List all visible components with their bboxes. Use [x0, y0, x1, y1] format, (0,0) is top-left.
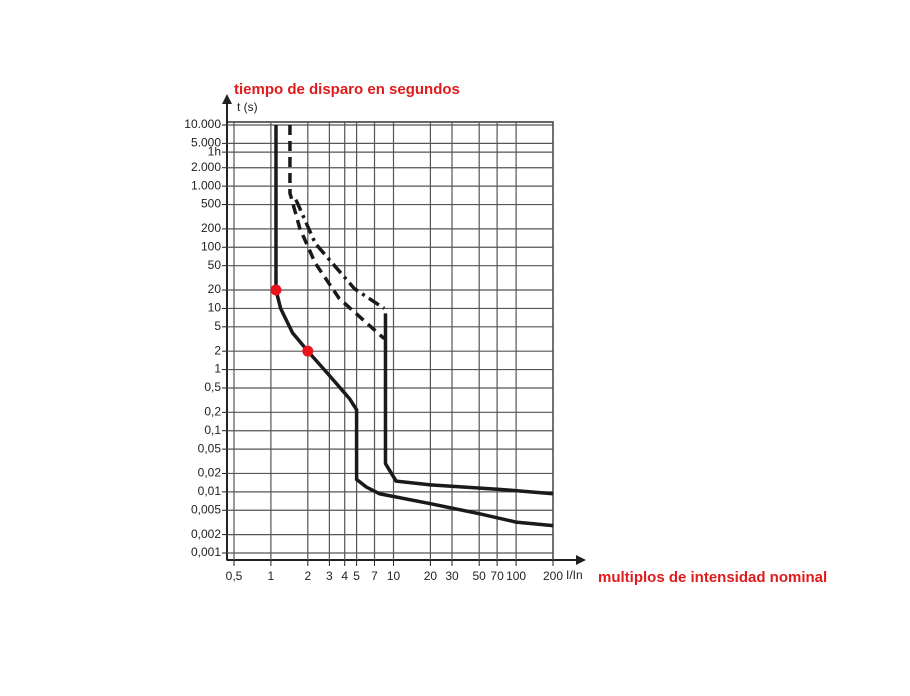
y-tick-label: 1 [214, 362, 221, 376]
x-annotation: multiplos de intensidad nominal [598, 569, 827, 586]
y-arrow [222, 94, 232, 104]
x-tick-label: 2 [304, 569, 311, 583]
y-tick-label: 0,001 [191, 545, 221, 559]
y-tick-label: 0,5 [204, 380, 221, 394]
x-tick-label: 1 [268, 569, 275, 583]
y-tick-label: 2 [214, 343, 221, 357]
x-tick-label: 0,5 [226, 569, 243, 583]
x-tick-label: 20 [424, 569, 438, 583]
y-tick-label: 100 [201, 239, 221, 253]
x-tick-label: 3 [326, 569, 333, 583]
y-tick-label: 20 [208, 282, 222, 296]
y-tick-label: 10 [208, 301, 222, 315]
y-tick-label: 50 [208, 258, 222, 272]
y-tick-label: 0,002 [191, 527, 221, 541]
trip-curve [288, 125, 386, 340]
y-axis-label: t (s) [237, 100, 258, 114]
trip-curve [274, 125, 554, 528]
trip-curve [294, 198, 386, 310]
x-tick-label: 200 [543, 569, 563, 583]
point [302, 345, 314, 357]
y-tick-label: 5 [214, 319, 221, 333]
y-tick-label: 1.000 [191, 178, 221, 192]
y-tick-label: 200 [201, 221, 221, 235]
y-tick-label: 1h [208, 144, 221, 158]
y-annotation: tiempo de disparo en segundos [234, 81, 460, 98]
y-tick-label: 0,02 [198, 466, 222, 480]
x-axis-label: I/In [566, 568, 583, 582]
y-tick-label: 0,1 [204, 423, 221, 437]
x-tick-label: 30 [445, 569, 459, 583]
x-arrow [576, 555, 586, 565]
x-tick-label: 100 [506, 569, 526, 583]
y-tick-label: 0,01 [198, 484, 222, 498]
y-tick-label: 0,05 [198, 441, 222, 455]
x-tick-label: 4 [341, 569, 348, 583]
y-tick-label: 0,005 [191, 502, 221, 516]
x-tick-label: 7 [371, 569, 378, 583]
y-tick-label: 500 [201, 197, 221, 211]
x-tick-label: 50 [473, 569, 487, 583]
y-tick-label: 2.000 [191, 160, 221, 174]
x-tick-label: 70 [490, 569, 504, 583]
x-tick-label: 10 [387, 569, 401, 583]
x-tick-label: 5 [353, 569, 360, 583]
y-tick-label: 0,2 [204, 404, 221, 418]
point [270, 284, 282, 296]
y-tick-label: 5.000 [191, 136, 221, 150]
trip-curve [383, 313, 554, 496]
y-tick-label: 10.000 [184, 117, 221, 131]
